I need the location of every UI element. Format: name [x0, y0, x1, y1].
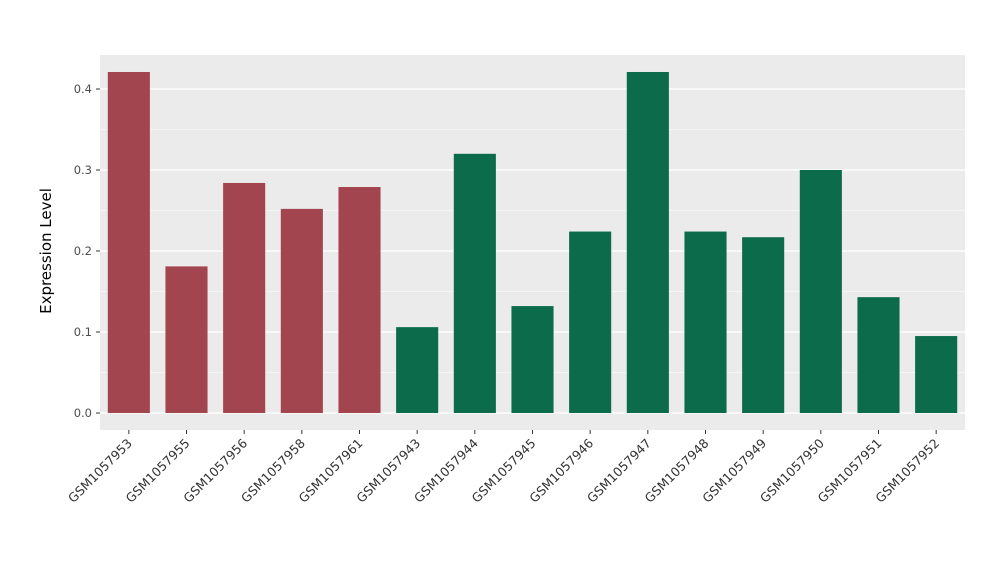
bar-GSM1057949	[742, 237, 785, 413]
y-tick-label: 0.3	[74, 163, 92, 177]
y-tick-label: 0.0	[74, 406, 92, 420]
y-tick-label: 0.2	[74, 244, 92, 258]
bar-GSM1057943	[396, 327, 439, 413]
bar-GSM1057953	[107, 71, 150, 414]
bar-GSM1057946	[569, 231, 612, 413]
bar-GSM1057951	[857, 297, 900, 413]
bar-GSM1057952	[915, 336, 958, 413]
bar-GSM1057955	[165, 266, 208, 413]
y-axis-title: Expression Level	[37, 188, 55, 314]
y-tick-label: 0.4	[74, 82, 92, 96]
bar-GSM1057950	[799, 170, 842, 413]
bar-GSM1057947	[626, 71, 669, 414]
y-tick-label: 0.1	[74, 325, 92, 339]
bar-GSM1057958	[280, 208, 323, 413]
bar-GSM1057945	[511, 306, 554, 413]
bar-GSM1057956	[223, 182, 266, 413]
bar-GSM1057944	[453, 153, 496, 414]
bar-GSM1057961	[338, 187, 381, 413]
bar-GSM1057948	[684, 231, 727, 413]
